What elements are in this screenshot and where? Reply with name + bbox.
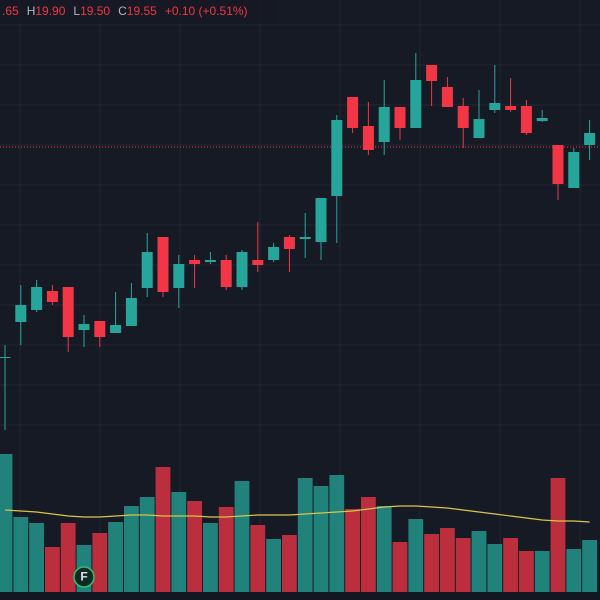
candle-body [331, 120, 343, 196]
candle-body [505, 106, 517, 110]
volume-bar [424, 534, 439, 592]
candle-body [94, 321, 106, 337]
candle-body [536, 118, 548, 121]
candle-body [0, 357, 11, 358]
candle-body [125, 298, 137, 326]
volume-bar [234, 481, 250, 592]
change-value: +0.10 (+0.51%) [165, 4, 248, 18]
volume-bar [108, 522, 123, 592]
volume-bar [503, 538, 518, 592]
candle-body [520, 106, 532, 133]
candle-body [489, 103, 501, 110]
volume-bar [455, 538, 471, 592]
header-bg [0, 0, 275, 24]
volume-bar [566, 549, 582, 592]
volume-bar [187, 501, 202, 592]
volume-bar [392, 542, 408, 592]
volume-bar [313, 486, 329, 592]
ohlc-value: 19.90 [35, 4, 65, 18]
candle-body [46, 291, 58, 302]
volume-bar [534, 551, 550, 592]
candle-body [268, 247, 280, 260]
candle-body [204, 260, 216, 262]
candle-body [78, 324, 90, 330]
candle-body [441, 87, 453, 107]
volume-bar [124, 506, 139, 592]
volume-bar [471, 531, 487, 592]
candle-body [31, 287, 43, 310]
volume-bar [250, 525, 266, 592]
volume-bar [345, 509, 360, 592]
volume-bar [139, 497, 155, 592]
volume-bar [519, 551, 534, 592]
candle-body [347, 97, 359, 128]
candle-body [378, 107, 390, 142]
candle-body [552, 145, 564, 184]
candle-body [62, 287, 74, 337]
volume-bar [13, 517, 29, 592]
candle-body [568, 152, 580, 188]
bottom-strip [0, 592, 600, 600]
volume-bar [440, 528, 455, 592]
candle-body [362, 126, 374, 150]
volume-ma-line [4, 505, 590, 523]
vertical-grid [19, 0, 581, 592]
volume-bar [329, 475, 345, 592]
ohlc-label: L [73, 4, 80, 18]
ohlc-label: H [27, 4, 36, 18]
candle-body [315, 198, 327, 242]
volume-bar [92, 533, 108, 592]
ohlc-label: C [118, 4, 127, 18]
candle-body [299, 237, 311, 239]
volume-bar [487, 544, 503, 592]
volume-bar [29, 523, 44, 592]
candle-body [473, 119, 485, 138]
ohlc-value: 19.50 [80, 4, 110, 18]
candle-body [236, 252, 248, 287]
volume-bar [203, 523, 218, 592]
candle-body [252, 260, 264, 265]
candle-body [410, 80, 422, 128]
volume-bar [408, 519, 424, 592]
volume-bar [155, 467, 171, 592]
volume-bar [0, 454, 13, 592]
volume-bar [266, 539, 281, 592]
volume-bar [218, 507, 234, 592]
volume-bar [376, 506, 392, 592]
candle-body [394, 107, 406, 128]
volume-bar [171, 492, 187, 592]
candle-body [426, 65, 438, 81]
volume-bar [45, 547, 60, 592]
ohlc-value: 19.55 [127, 4, 157, 18]
candle-body [173, 264, 185, 288]
ohlc-header: .65 H19.90 L19.50 C19.55 +0.10 (+0.51%) [2, 4, 248, 18]
candle-body [283, 237, 295, 249]
volume-bar [282, 535, 297, 592]
open-value: .65 [2, 4, 19, 18]
volume-bar [361, 497, 376, 592]
candle-body [457, 106, 469, 128]
volume-bar [550, 478, 566, 592]
volume-bar [60, 523, 76, 592]
candle-body [141, 252, 153, 288]
candle-body [157, 237, 169, 292]
candle-body [15, 305, 27, 322]
volume-bar [582, 540, 597, 592]
candle-body [189, 260, 201, 264]
candle-body [584, 133, 596, 145]
marker-label: F [80, 570, 87, 584]
candle-body [110, 325, 122, 333]
candle-body [220, 260, 232, 287]
volume-bar [297, 478, 313, 592]
marker-badge [73, 566, 95, 588]
